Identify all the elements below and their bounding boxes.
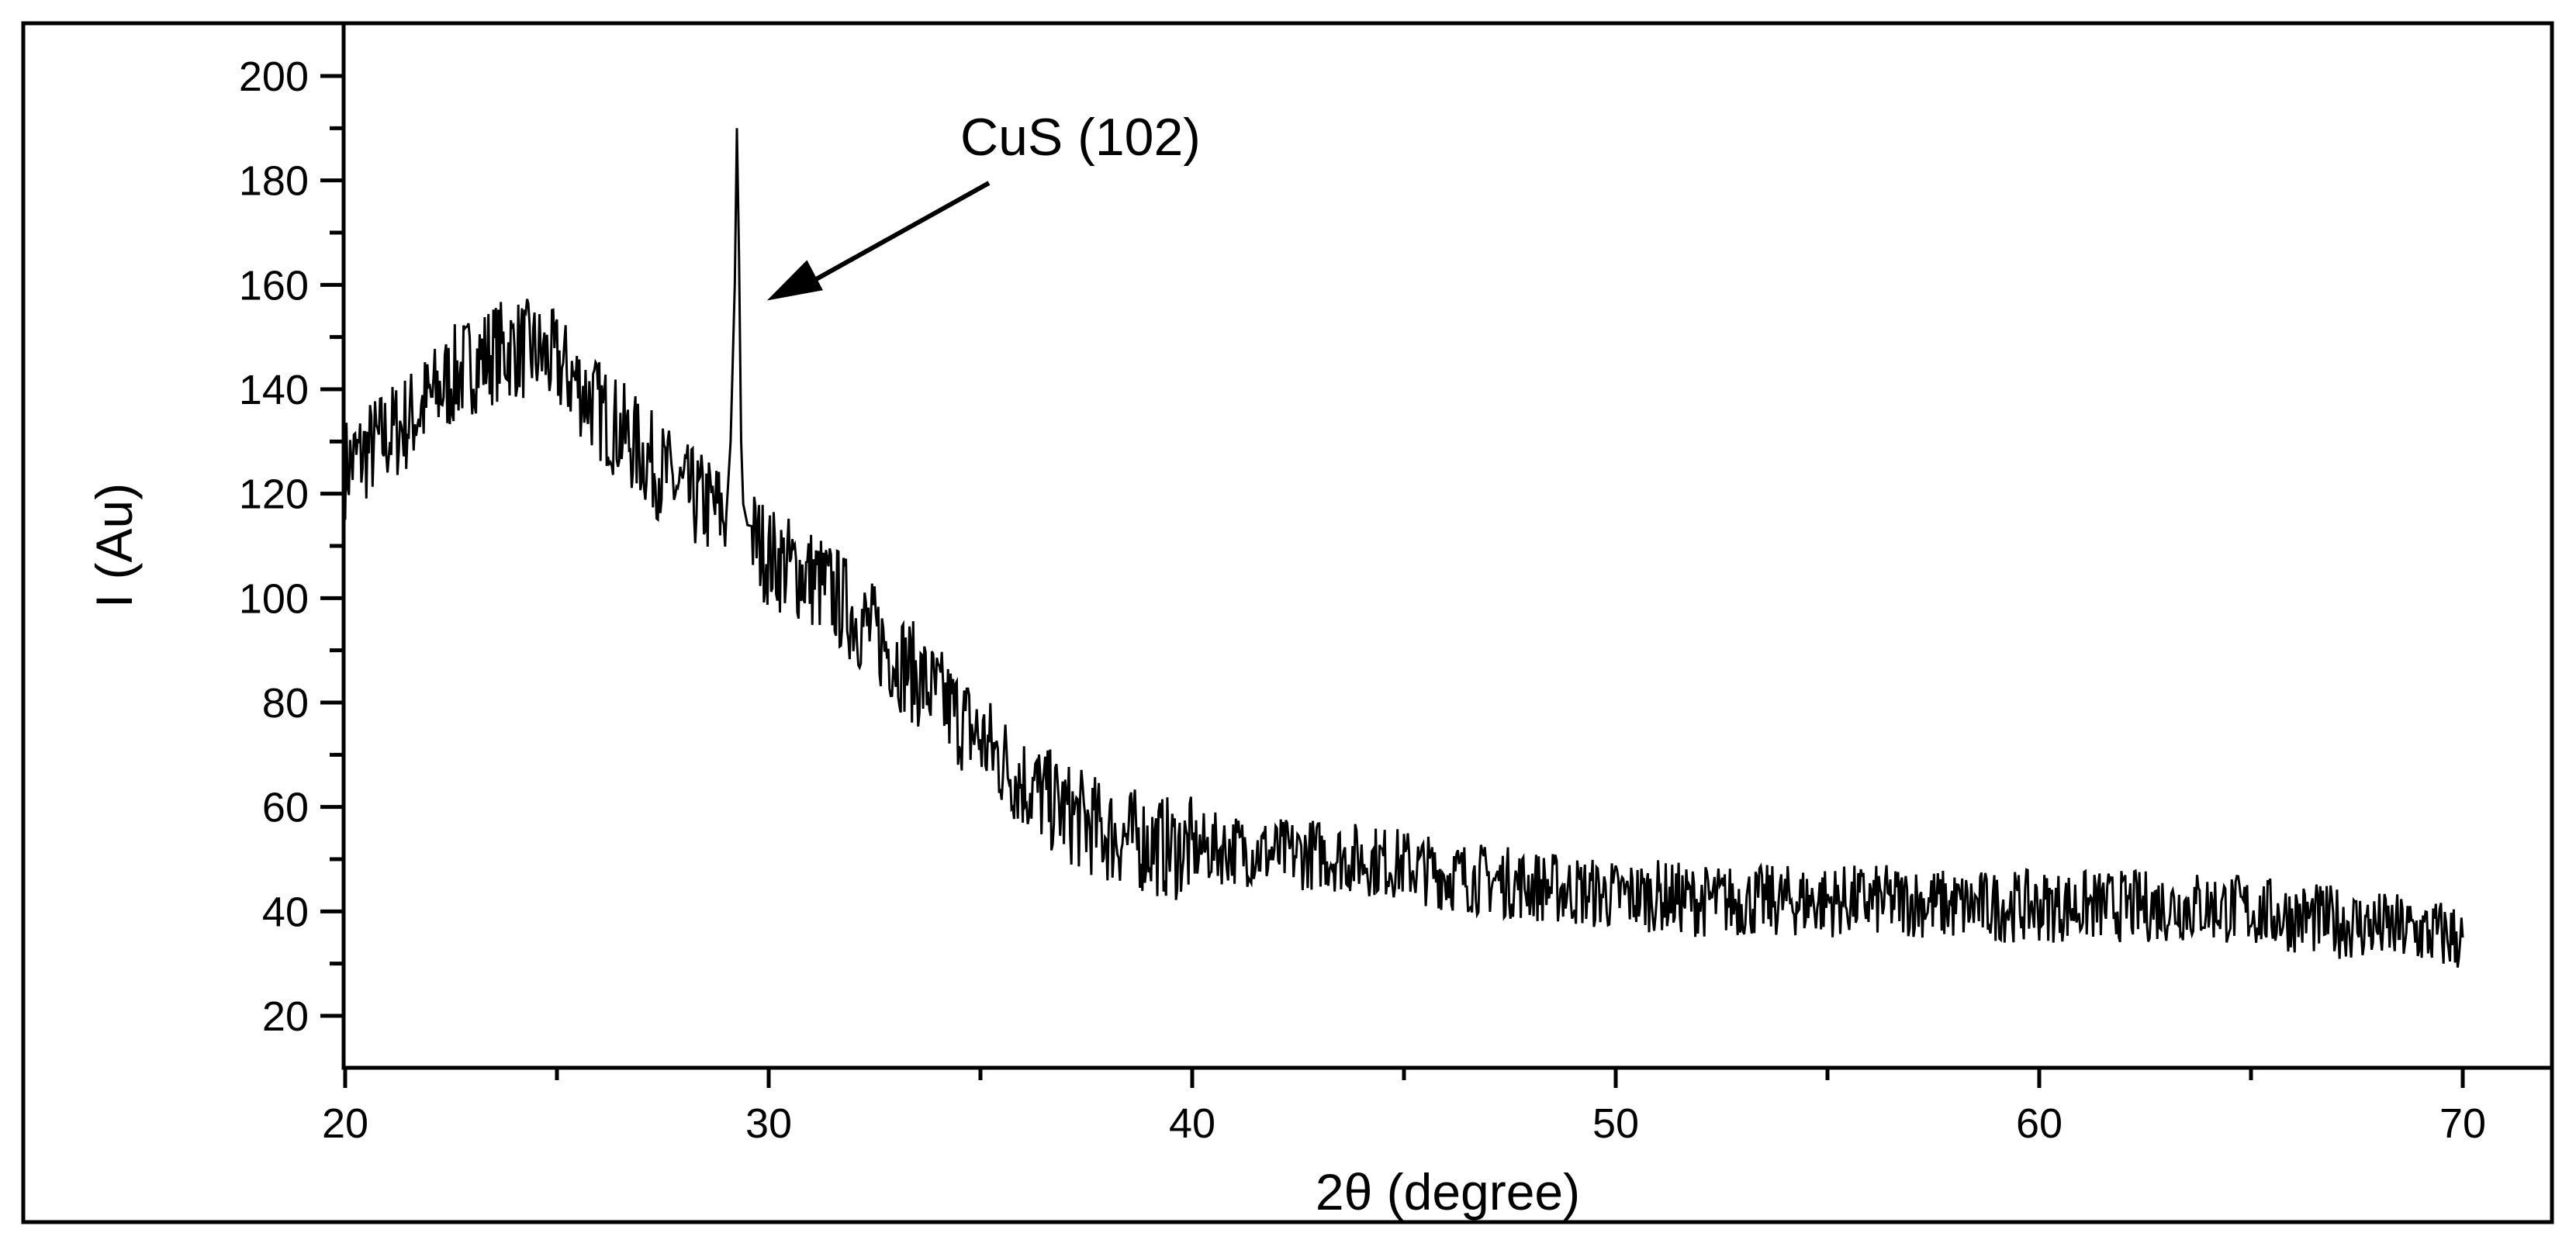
y-tick-label: 20	[262, 993, 309, 1040]
y-tick-label: 80	[262, 680, 309, 727]
series-line	[344, 128, 2464, 968]
x-tick-label: 30	[745, 1100, 792, 1147]
y-tick-label: 100	[239, 575, 309, 622]
y-tick-label: 180	[239, 158, 309, 205]
annotation: CuS (102)	[766, 108, 1201, 301]
y-axis-title: I (Au)	[85, 483, 143, 608]
y-tick-label: 140	[239, 367, 309, 413]
axis-ticks	[320, 74, 2465, 1088]
x-tick-label: 60	[2016, 1100, 2063, 1147]
y-tick-label: 40	[262, 889, 309, 935]
x-axis-title: 2θ (degree)	[1316, 1163, 1580, 1221]
x-tick-label: 50	[1592, 1100, 1639, 1147]
tick-labels: 20 40 60 80 100 120 140 160 180 200 20 30 40 50 60 70	[239, 54, 2486, 1147]
x-tick-label: 70	[2439, 1100, 2486, 1147]
y-tick-label: 60	[262, 785, 309, 831]
annotation-arrow	[804, 181, 991, 288]
outer-frame	[21, 21, 2554, 1224]
annotation-arrowhead	[766, 260, 823, 301]
x-tick-label: 40	[1169, 1100, 1215, 1147]
y-tick-label: 160	[239, 262, 309, 309]
annotation-label: CuS (102)	[960, 108, 1201, 167]
y-tick-label: 120	[239, 471, 309, 518]
y-tick-label: 200	[239, 54, 309, 100]
x-tick-label: 20	[322, 1100, 368, 1147]
